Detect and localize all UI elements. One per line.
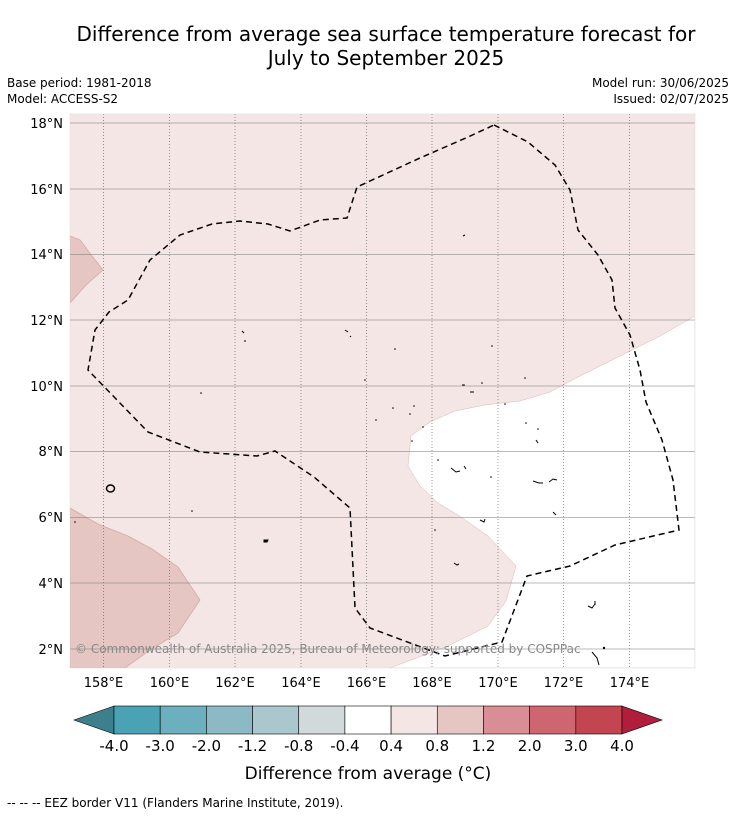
- issued-date: Issued: 02/07/2025: [613, 92, 729, 106]
- lat-label: 2°N: [39, 643, 64, 658]
- colorbar-tick-label: 1.2: [472, 737, 496, 755]
- lon-label: 172°E: [544, 676, 584, 691]
- lat-label: 14°N: [30, 248, 63, 263]
- meta-right: Model run: 30/06/2025 Issued: 02/07/2025: [592, 75, 729, 107]
- colorbar-segment: [529, 705, 577, 735]
- lon-label: 174°E: [610, 676, 650, 691]
- map-frame: [69, 113, 696, 669]
- lon-label: 162°E: [215, 676, 255, 691]
- colorbar-tick-label: -4.0: [99, 737, 128, 755]
- lon-label: 160°E: [150, 676, 190, 691]
- colorbar-tick-label: 2.0: [518, 737, 542, 755]
- latitude-tick-labels: 18°N 16°N 14°N 12°N 10°N 8°N 6°N 4°N 2°N: [30, 117, 63, 658]
- latitude-lines: [70, 122, 695, 650]
- colorbar-segment: [298, 705, 346, 735]
- colorbar-tick-label: -0.4: [330, 737, 359, 755]
- colorbar-tick-label: 3.0: [564, 737, 588, 755]
- lon-label: 158°E: [84, 676, 124, 691]
- colorbar-tick-label: 0.4: [379, 737, 403, 755]
- colorbar-tick-label: 0.8: [425, 737, 449, 755]
- lat-label: 8°N: [39, 445, 64, 460]
- title-line-1: Difference from average sea surface temp…: [76, 22, 696, 46]
- colorbar-segment: [483, 705, 530, 735]
- colorbar-tick-label: -0.8: [284, 737, 313, 755]
- colorbar-extend-low: [73, 705, 115, 735]
- map-title: Difference from average sea surface temp…: [40, 22, 732, 70]
- warm-region-southwest: [70, 507, 201, 668]
- colorbar-segment: [390, 705, 438, 735]
- lat-label: 18°N: [30, 117, 63, 132]
- atoll-dots: [74, 345, 606, 650]
- title-line-2: July to September 2025: [267, 46, 505, 70]
- colorbar-extend-high: [621, 705, 663, 735]
- colorbar-tick-label: -1.2: [238, 737, 267, 755]
- colorbar-segment: [344, 705, 392, 735]
- colorbar-segment: [206, 705, 253, 735]
- colorbar-tick-label: -3.0: [146, 737, 175, 755]
- colorbar-segment: [252, 705, 300, 735]
- lat-label: 12°N: [30, 314, 63, 329]
- lon-label: 170°E: [478, 676, 518, 691]
- colorbar: -4.0 -3.0 -2.0 -1.2 -0.8 -0.4 0.4 0.8 1.2 2.0 3.0 4…: [73, 705, 663, 755]
- lat-label: 10°N: [30, 380, 63, 395]
- model-name: Model: ACCESS-S2: [7, 92, 119, 106]
- map-plot-area: © Commonwealth of Australia 2025, Bureau…: [70, 114, 695, 668]
- colorbar-tick-label: -2.0: [192, 737, 221, 755]
- eez-border-legend: -- -- -- EEZ border V11 (Flanders Marine…: [7, 796, 344, 810]
- longitude-tick-labels: 158°E 160°E 162°E 164°E 166°E 168°E 170°…: [84, 676, 650, 691]
- warm-region-west: [70, 235, 104, 304]
- model-run: Model run: 30/06/2025: [591, 76, 729, 90]
- base-period: Base period: 1981-2018: [7, 76, 152, 90]
- colorbar-tick-label: 4.0: [610, 737, 634, 755]
- colorbar-segment: [436, 705, 484, 735]
- lon-label: 168°E: [412, 676, 452, 691]
- lon-label: 164°E: [281, 676, 321, 691]
- lat-label: 6°N: [39, 511, 64, 526]
- lat-label: 16°N: [30, 183, 63, 198]
- lat-label: 4°N: [39, 577, 64, 592]
- copyright-notice: © Commonwealth of Australia 2025, Bureau…: [75, 642, 581, 656]
- colorbar-segment: [113, 705, 161, 735]
- meta-left: Base period: 1981-2018 Model: ACCESS-S2: [7, 75, 152, 107]
- graticule: [103, 114, 630, 668]
- colorbar-label: Difference from average (°C): [244, 764, 492, 784]
- lon-label: 166°E: [347, 676, 387, 691]
- islands: [105, 234, 600, 666]
- colorbar-segment: [159, 705, 207, 735]
- near-average-region: [389, 315, 695, 668]
- eez-border: [87, 124, 680, 657]
- colorbar-segment: [575, 705, 623, 735]
